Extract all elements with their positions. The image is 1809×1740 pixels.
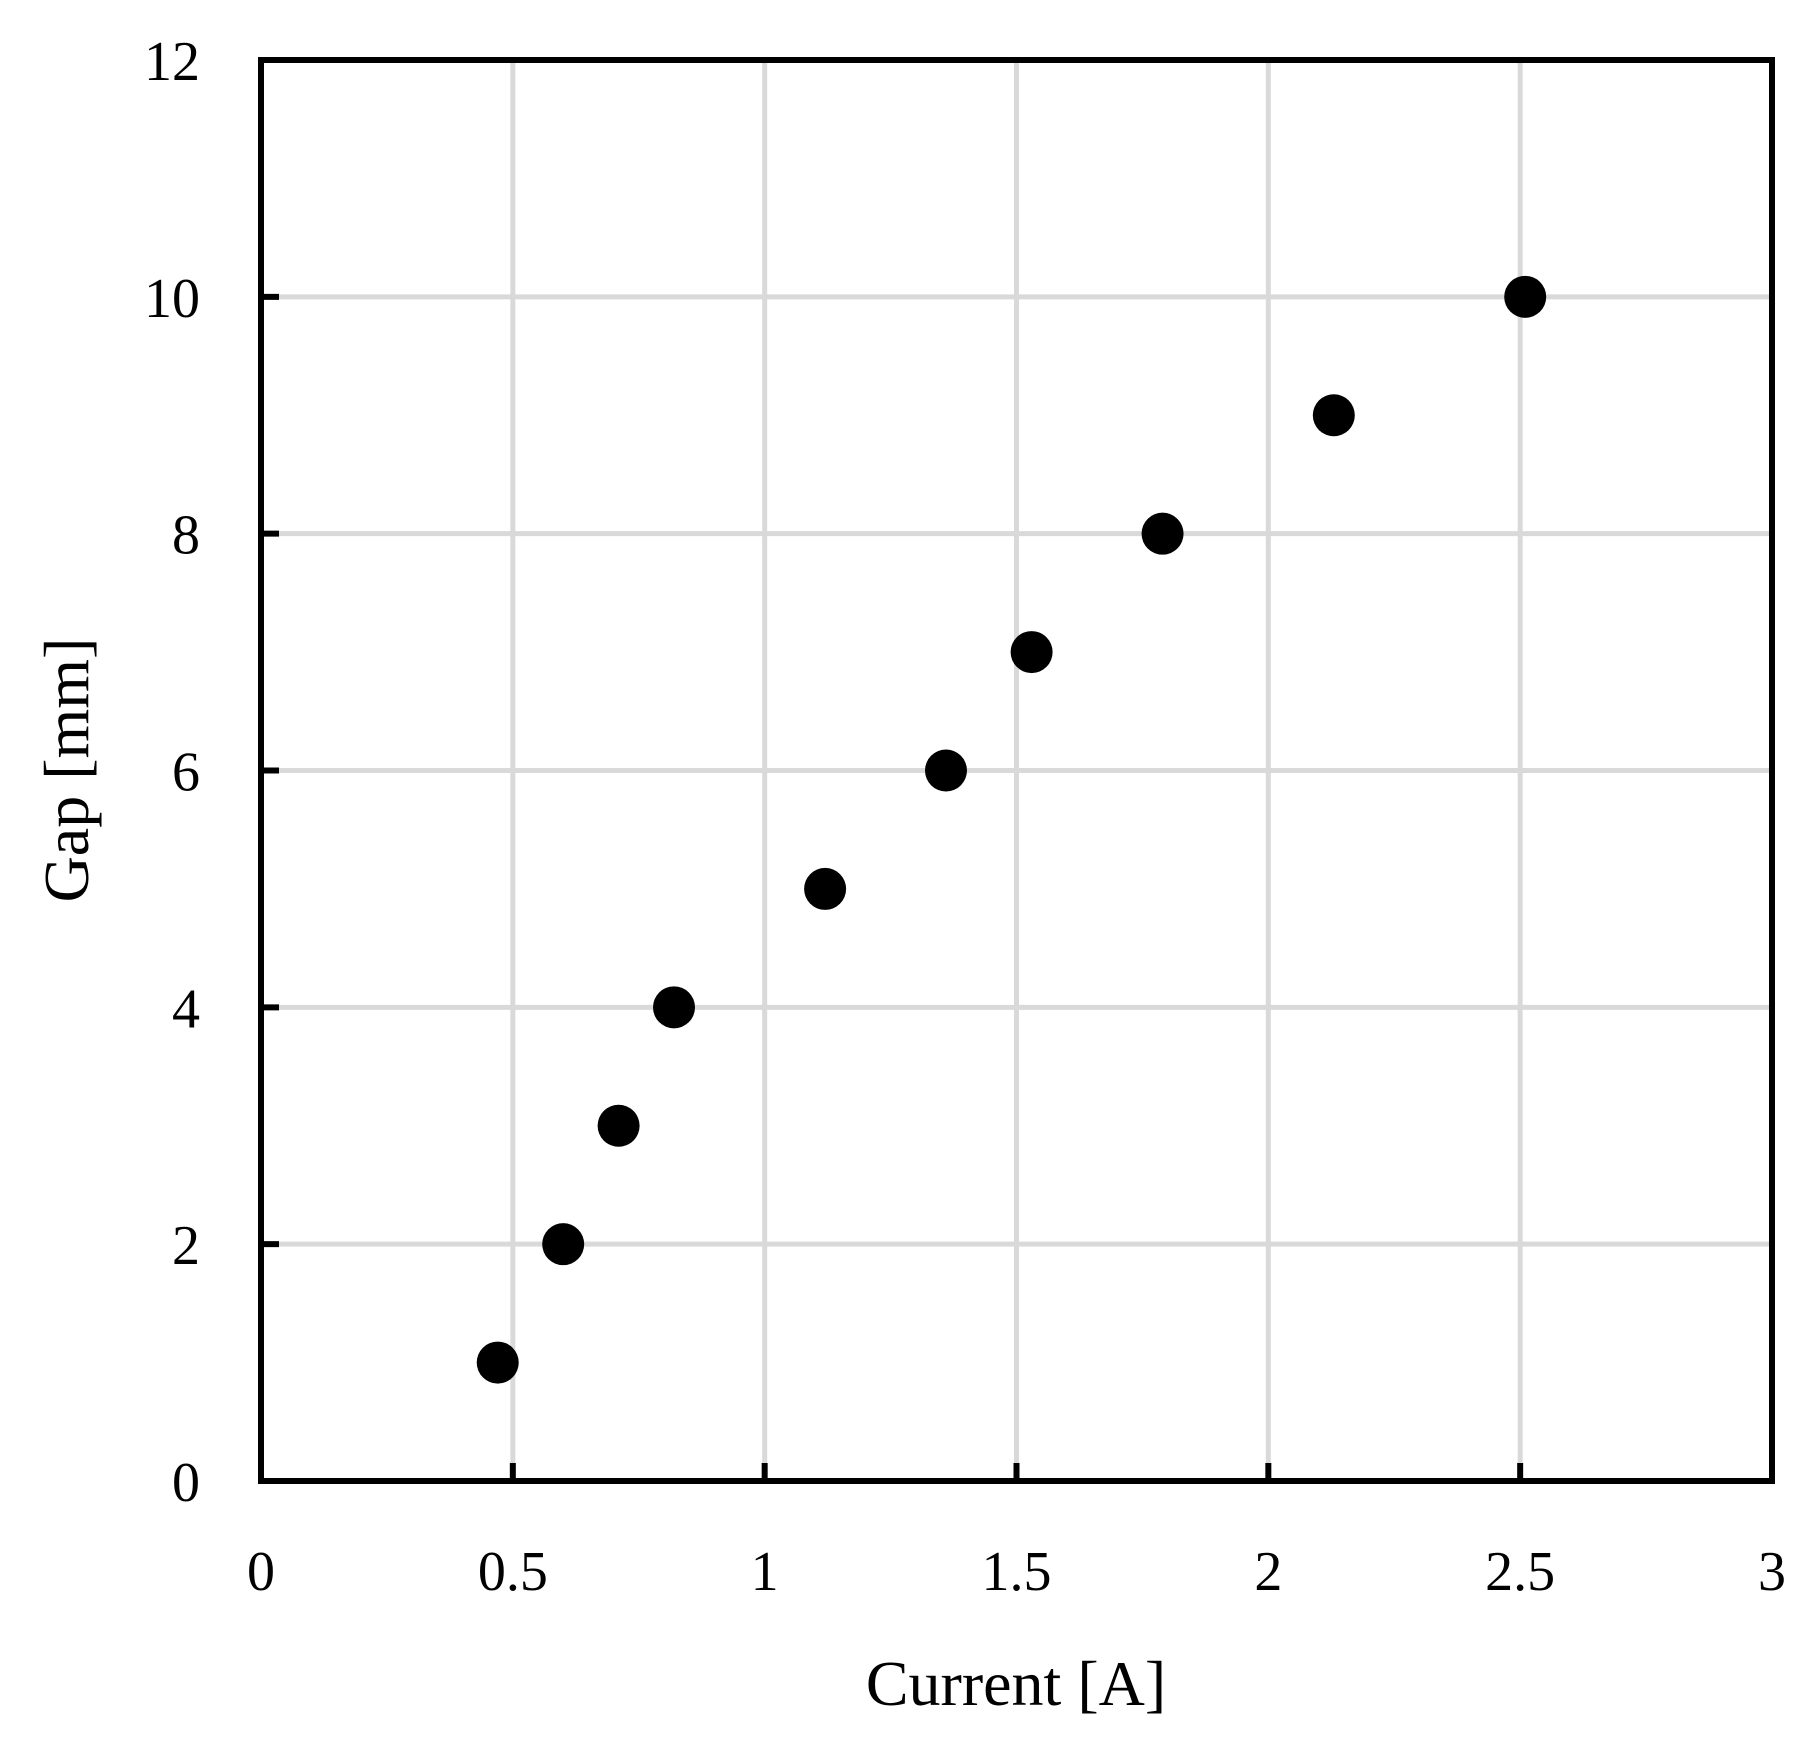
data-point [653, 986, 696, 1029]
y-tick-label: 2 [172, 1215, 200, 1277]
data-point [1141, 512, 1184, 555]
x-tick-label: 3 [1758, 1541, 1786, 1603]
y-tick-label: 8 [172, 505, 200, 567]
y-tick-label: 6 [172, 742, 200, 804]
data-point [924, 749, 967, 792]
data-point [1504, 275, 1547, 318]
y-tick-label: 12 [144, 31, 200, 93]
data-point [476, 1341, 519, 1384]
data-points [476, 275, 1547, 1384]
x-tick-label: 2 [1254, 1541, 1282, 1603]
x-tick-label: 1.5 [982, 1541, 1052, 1603]
x-tick-label: 2.5 [1485, 1541, 1555, 1603]
x-tick-label: 1 [751, 1541, 779, 1603]
data-point [1010, 631, 1053, 674]
grid-lines [261, 60, 1772, 1481]
y-axis-title: Gap [mm] [31, 638, 102, 903]
x-axis-title: Current [A] [866, 1648, 1166, 1719]
data-point [804, 867, 847, 910]
y-tick-labels: 0 2 4 6 8 10 12 [144, 31, 200, 1514]
x-tick-label: 0.5 [478, 1541, 548, 1603]
data-point [597, 1104, 640, 1147]
y-tick-label: 4 [172, 978, 200, 1040]
x-tick-label: 0 [247, 1541, 275, 1603]
data-point [1312, 394, 1355, 437]
y-tick-label: 10 [144, 268, 200, 330]
data-point [542, 1223, 585, 1266]
y-tick-label: 0 [172, 1452, 200, 1514]
x-tick-labels: 0 0.5 1 1.5 2 2.5 3 [247, 1541, 1786, 1603]
axis-ticks [261, 293, 1524, 1481]
